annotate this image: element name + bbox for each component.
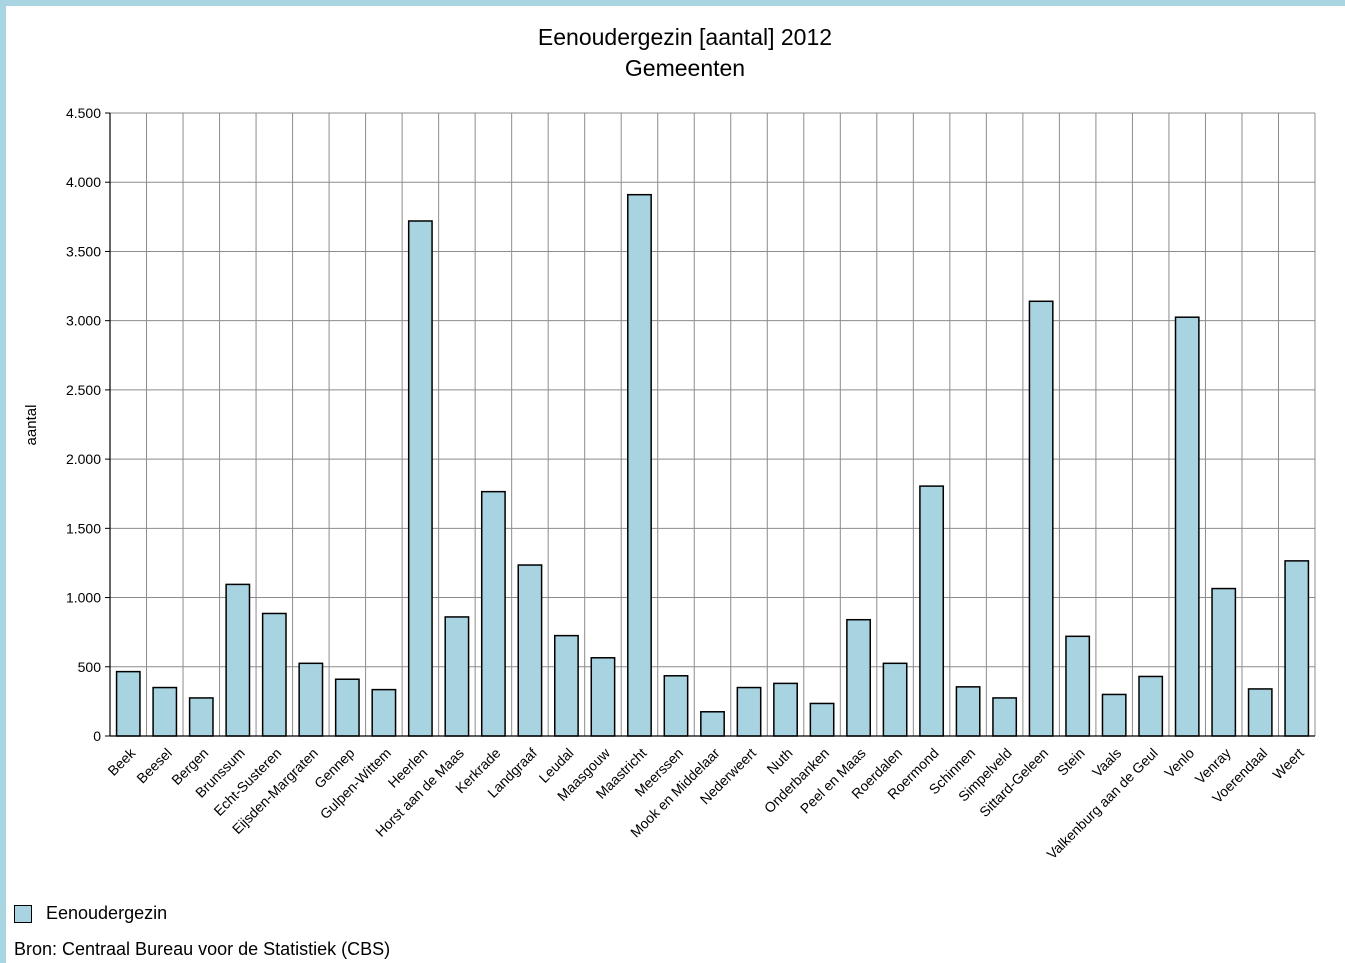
bar-bergen	[188, 697, 214, 737]
y-tick-label: 1.000	[66, 590, 101, 606]
bar-heerlen	[407, 220, 433, 737]
bar-gennep	[334, 678, 360, 737]
bar-maastricht	[627, 193, 652, 737]
y-tick-label: 2.500	[66, 382, 101, 398]
bar-peel-en-maas	[846, 618, 871, 737]
x-tick-label: Weert	[1269, 745, 1307, 783]
legend: Eenoudergezin	[14, 903, 167, 924]
bar-simpelveld	[992, 697, 1018, 737]
bar-beek	[115, 670, 141, 737]
source-note: Bron: Centraal Bureau voor de Statistiek…	[14, 939, 391, 959]
bar-valkenburg-aan-de-geul	[1138, 675, 1164, 737]
bar-eijsden-margraten	[298, 662, 324, 737]
y-tick-label: 500	[78, 659, 102, 675]
bar-weert	[1284, 560, 1310, 737]
bar-meerssen	[663, 675, 689, 737]
y-tick-label: 4.000	[66, 174, 101, 190]
chart-title: Eenoudergezin [aantal] 2012	[538, 24, 832, 50]
bars	[115, 193, 1310, 737]
y-tick-label: 1.500	[66, 520, 101, 536]
bar-maasgouw	[590, 657, 616, 737]
y-tick-label: 3.500	[66, 243, 101, 259]
bar-stein	[1065, 635, 1091, 737]
bar-gulpen-wittem	[371, 688, 397, 737]
bar-roerdalen	[882, 662, 908, 737]
chart-frame: Eenoudergezin [aantal] 2012 Gemeenten aa…	[6, 6, 1345, 963]
bar-nuth	[773, 682, 798, 737]
bar-kerkrade	[480, 490, 506, 737]
y-axis-label: aantal	[23, 405, 40, 446]
x-axis-ticks: BeekBeeselBergenBrunssumEcht-SusterenEij…	[104, 744, 1306, 862]
bar-horst-aan-de-maas	[444, 616, 470, 737]
y-axis-ticks: 0 500 1.000 1.500 2.000 2.500 3.000 3.500 4.000 4…	[66, 105, 110, 744]
bar-onderbanken	[809, 702, 835, 737]
bar-brunssum	[225, 583, 251, 737]
bar-nederweert	[736, 686, 762, 737]
bar-schinnen	[955, 686, 981, 737]
bar-leudal	[554, 634, 579, 737]
bar-landgraaf	[517, 564, 543, 737]
grid-lines	[109, 112, 1316, 737]
bar-beesel	[152, 686, 178, 737]
bar-venlo	[1174, 316, 1200, 737]
x-tick-label: Stein	[1054, 745, 1088, 779]
y-tick-label: 4.500	[66, 105, 101, 121]
bar-voerendaal	[1247, 688, 1273, 737]
bar-vaals	[1101, 693, 1127, 737]
bar-roermond	[919, 485, 945, 737]
bar-mook-en-middelaar	[700, 711, 725, 737]
legend-swatch	[14, 904, 32, 923]
y-tick-label: 0	[93, 728, 101, 744]
chart-subtitle: Gemeenten	[625, 55, 745, 81]
bar-sittard-geleen	[1028, 300, 1054, 737]
legend-label: Eenoudergezin	[46, 903, 168, 923]
bar-venray	[1211, 587, 1237, 737]
y-tick-label: 3.000	[66, 313, 101, 329]
y-tick-label: 2.000	[66, 451, 101, 467]
bar-echt-susteren	[261, 612, 287, 737]
x-tick-label: Beesel	[133, 745, 175, 787]
axes	[109, 113, 1315, 737]
bar-chart: Eenoudergezin [aantal] 2012 Gemeenten aa…	[23, 24, 1316, 862]
x-tick-label: Nuth	[763, 745, 795, 777]
